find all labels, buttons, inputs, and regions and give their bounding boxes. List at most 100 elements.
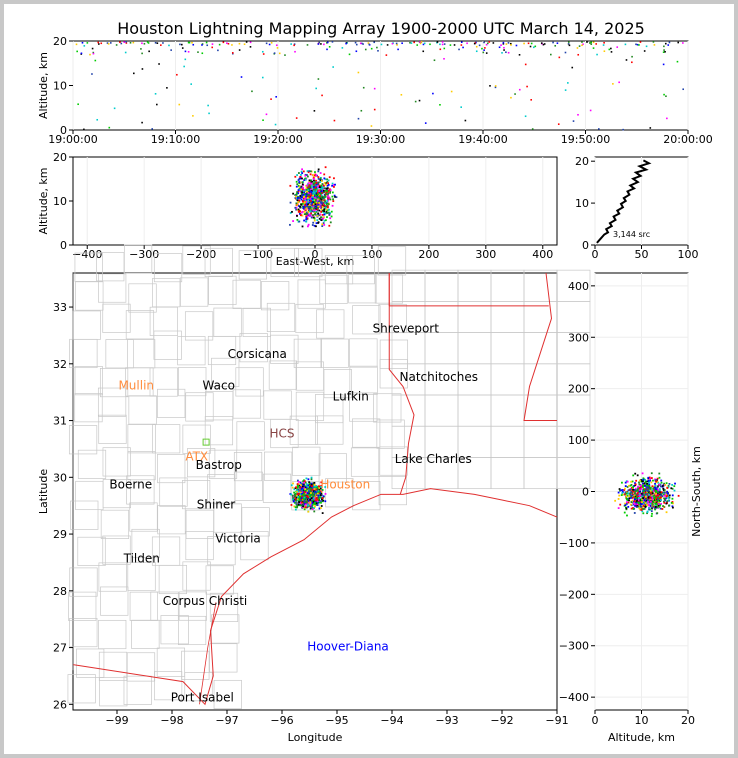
source-point bbox=[321, 186, 324, 189]
source-point bbox=[316, 487, 319, 490]
source-point bbox=[333, 186, 335, 188]
source-point bbox=[313, 489, 316, 491]
source-point bbox=[306, 207, 309, 210]
source-point bbox=[309, 507, 312, 510]
source-point bbox=[523, 42, 525, 45]
source-point bbox=[646, 504, 648, 506]
county-cell bbox=[126, 652, 156, 682]
source-point bbox=[624, 502, 626, 505]
source-point bbox=[301, 191, 304, 194]
source-point bbox=[317, 198, 320, 200]
source-point bbox=[318, 487, 321, 489]
source-point bbox=[324, 500, 327, 503]
county-cell bbox=[77, 536, 106, 566]
source-point bbox=[299, 210, 302, 213]
source-point bbox=[656, 512, 659, 515]
source-point bbox=[527, 42, 530, 45]
source-point bbox=[317, 170, 320, 173]
source-point bbox=[641, 501, 643, 504]
source-point bbox=[324, 166, 327, 169]
source-point bbox=[642, 477, 645, 480]
source-point bbox=[397, 48, 399, 51]
source-point bbox=[323, 199, 326, 201]
county-cell bbox=[208, 449, 238, 479]
source-point bbox=[313, 217, 316, 220]
y-tick-label: 26 bbox=[53, 698, 67, 711]
source-point bbox=[370, 47, 373, 50]
source-point bbox=[380, 43, 383, 46]
county-cell bbox=[232, 389, 261, 419]
county-cell bbox=[123, 675, 152, 705]
source-point bbox=[322, 495, 325, 498]
source-point bbox=[158, 63, 160, 65]
source-point bbox=[311, 502, 314, 505]
source-point bbox=[311, 224, 314, 226]
source-point bbox=[306, 499, 309, 502]
source-point bbox=[635, 479, 638, 482]
source-point bbox=[300, 484, 302, 487]
source-point bbox=[310, 200, 312, 202]
source-point bbox=[638, 502, 640, 505]
source-point bbox=[184, 58, 187, 61]
source-point bbox=[300, 194, 303, 197]
source-point bbox=[357, 71, 360, 74]
source-point bbox=[608, 48, 611, 51]
source-point bbox=[629, 488, 632, 491]
source-point bbox=[315, 206, 318, 209]
source-point bbox=[249, 41, 252, 44]
source-point bbox=[303, 205, 305, 208]
source-point bbox=[655, 479, 658, 481]
source-point bbox=[317, 212, 320, 215]
source-point bbox=[314, 500, 317, 503]
source-point bbox=[657, 496, 659, 499]
source-point bbox=[306, 190, 309, 193]
source-point bbox=[307, 489, 310, 492]
source-point bbox=[265, 42, 268, 45]
county-cell bbox=[160, 615, 189, 645]
source-point bbox=[624, 481, 627, 484]
source-point bbox=[294, 508, 297, 511]
source-point bbox=[652, 505, 655, 508]
county-cell bbox=[99, 368, 129, 398]
source-point bbox=[313, 493, 316, 496]
source-point bbox=[598, 128, 600, 130]
source-point bbox=[640, 493, 643, 495]
source-point bbox=[83, 45, 86, 47]
source-point bbox=[303, 495, 306, 497]
source-point bbox=[648, 487, 651, 490]
source-point bbox=[268, 43, 271, 46]
source-point bbox=[632, 507, 634, 509]
y-tick-label: 33 bbox=[53, 301, 67, 314]
source-point bbox=[323, 224, 326, 226]
county-cell bbox=[149, 367, 178, 397]
source-point bbox=[450, 90, 453, 93]
source-point bbox=[301, 181, 304, 184]
source-point bbox=[656, 487, 659, 490]
source-point bbox=[312, 216, 315, 219]
source-point bbox=[327, 202, 329, 205]
source-point bbox=[314, 173, 317, 176]
source-point bbox=[657, 504, 660, 507]
source-point bbox=[318, 209, 321, 212]
source-point bbox=[314, 485, 317, 488]
source-point bbox=[275, 96, 277, 98]
source-point bbox=[654, 487, 657, 490]
source-point bbox=[368, 43, 371, 46]
source-point bbox=[309, 502, 311, 505]
source-point bbox=[300, 214, 302, 216]
source-point bbox=[625, 491, 628, 494]
source-point bbox=[361, 42, 363, 45]
source-point bbox=[311, 202, 314, 205]
source-point bbox=[630, 507, 633, 510]
source-point bbox=[129, 41, 132, 44]
source-point bbox=[671, 487, 674, 490]
source-point bbox=[324, 178, 327, 181]
source-point bbox=[650, 515, 653, 517]
source-point bbox=[635, 496, 637, 499]
source-point bbox=[650, 495, 653, 498]
source-point bbox=[662, 505, 664, 507]
source-point bbox=[507, 42, 510, 44]
source-point bbox=[318, 190, 321, 193]
source-point bbox=[296, 486, 299, 489]
source-point bbox=[296, 174, 299, 176]
